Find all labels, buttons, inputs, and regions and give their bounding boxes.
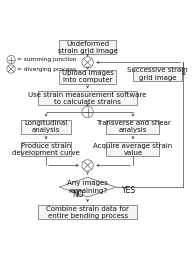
- Text: YES: YES: [122, 186, 136, 195]
- Text: Successive strain
grid image: Successive strain grid image: [127, 67, 188, 81]
- FancyBboxPatch shape: [38, 91, 137, 105]
- Text: Upload images
into computer: Upload images into computer: [62, 70, 113, 83]
- Text: Produce strain
development curve: Produce strain development curve: [12, 143, 80, 156]
- FancyBboxPatch shape: [59, 40, 116, 54]
- Text: = summing junction: = summing junction: [17, 57, 76, 62]
- Text: Longitudinal
analysis: Longitudinal analysis: [24, 120, 68, 133]
- Text: Combine strain data for
entire bending process: Combine strain data for entire bending p…: [46, 205, 129, 219]
- FancyBboxPatch shape: [59, 69, 116, 84]
- Polygon shape: [59, 177, 116, 197]
- Text: NO: NO: [73, 190, 84, 199]
- Text: Transverse and shear
analysis: Transverse and shear analysis: [96, 120, 170, 133]
- Text: Undeformed
strain grid image: Undeformed strain grid image: [58, 41, 117, 54]
- Text: = diverging process: = diverging process: [17, 67, 76, 71]
- FancyBboxPatch shape: [21, 120, 71, 134]
- FancyBboxPatch shape: [21, 142, 71, 156]
- FancyBboxPatch shape: [106, 142, 159, 156]
- Text: Acquire average strain
value: Acquire average strain value: [93, 143, 173, 156]
- Text: Any images
remaining?: Any images remaining?: [67, 180, 108, 194]
- FancyBboxPatch shape: [38, 205, 137, 219]
- Text: Use strain measurement software
to calculate strains: Use strain measurement software to calcu…: [28, 92, 147, 105]
- FancyBboxPatch shape: [133, 67, 182, 81]
- FancyBboxPatch shape: [106, 120, 159, 134]
